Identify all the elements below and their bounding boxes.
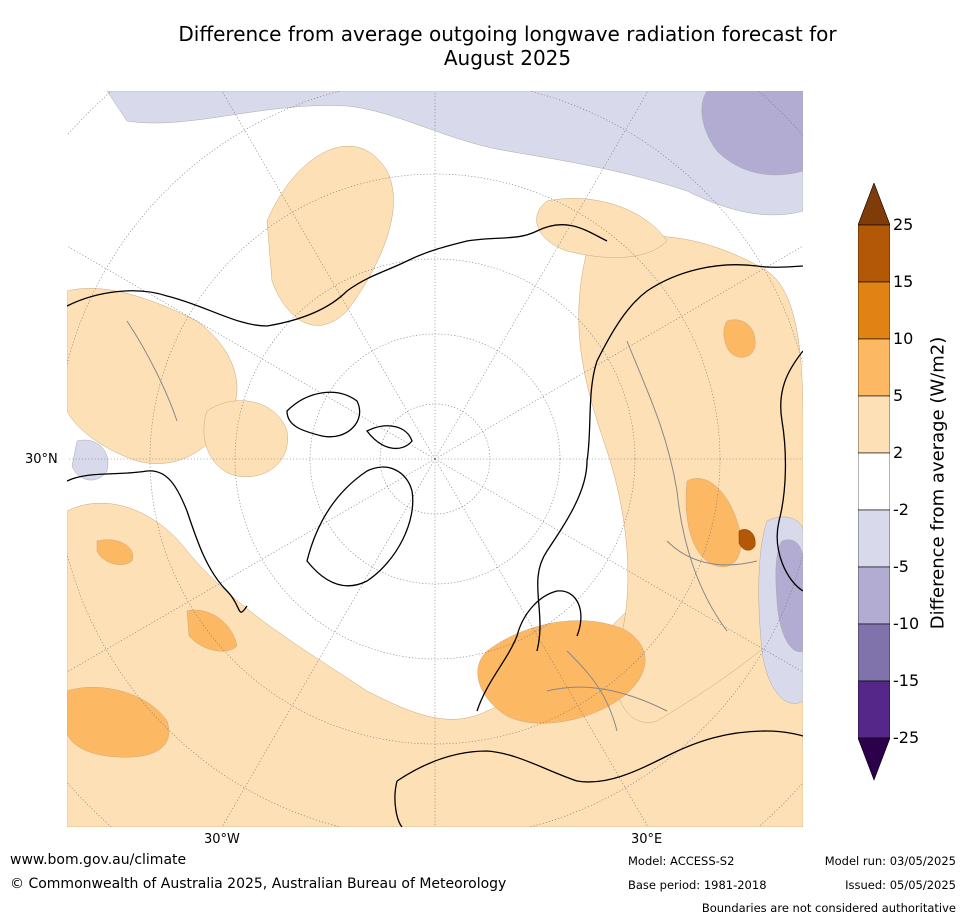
anomaly-region-orange-small-1 — [723, 319, 756, 358]
footer-disclaimer: Boundaries are not considered authoritat… — [701, 901, 956, 915]
anomaly-region-purple-right — [775, 539, 803, 652]
coast-greenland — [306, 466, 414, 587]
colorbar-tick-label: 2 — [893, 443, 904, 462]
footer-copyright: © Commonwealth of Australia 2025, Austra… — [10, 876, 507, 892]
map-svg — [67, 91, 803, 827]
lon-label-30w: 30°W — [204, 832, 240, 847]
colorbar-tick-label: 10 — [893, 329, 914, 348]
colorbar-tick-label: 15 — [893, 272, 914, 291]
colorbar-tick-label: -25 — [893, 728, 920, 747]
coast-north-america — [67, 260, 408, 613]
coast-scandinavia — [476, 590, 582, 712]
chart-title: Difference from average outgoing longwav… — [60, 22, 955, 70]
colorbar-band — [857, 509, 891, 568]
colorbar-title: Difference from average (W/m2) — [927, 336, 949, 630]
anomaly-region-lavender-left — [71, 439, 109, 481]
colorbar — [857, 182, 891, 781]
coast-europe-south — [396, 730, 803, 783]
coast-asia-east — [776, 350, 803, 592]
anomaly-fields — [67, 91, 803, 827]
anomaly-region-brown — [738, 529, 756, 551]
colorbar-band — [857, 680, 891, 739]
footer-model: Model: ACCESS-S2 — [628, 854, 735, 868]
anomaly-region-orange-atlantic — [67, 687, 170, 758]
colorbar-band — [857, 566, 891, 625]
colorbar-tick-label: -15 — [893, 671, 920, 690]
colorbar-tick-label: 5 — [893, 386, 904, 405]
footer-model-run: Model run: 03/05/2025 — [824, 854, 956, 868]
colorbar-band — [857, 281, 891, 340]
anomaly-region-orange-small-3 — [96, 539, 133, 565]
anomaly-region-lavender-top — [106, 91, 803, 216]
coast-arctic-islands — [286, 391, 413, 450]
anomaly-region-purple-top — [701, 91, 803, 176]
colorbar-band — [857, 224, 891, 283]
title-line-1: Difference from average outgoing longwav… — [178, 22, 837, 46]
colorbar-tick-label: -5 — [893, 557, 909, 576]
title-line-2: August 2025 — [443, 46, 572, 70]
anomaly-region-peach-greenland-east — [203, 400, 288, 478]
coast-eurasia — [536, 264, 803, 652]
anomaly-region-peach-pacific — [266, 145, 394, 326]
footer-url[interactable]: www.bom.gov.au/climate — [10, 852, 187, 868]
colorbar-band — [857, 623, 891, 682]
colorbar-band — [857, 452, 891, 511]
graticule — [67, 91, 803, 827]
colorbar-extend-min — [857, 737, 891, 781]
coast-iberia — [394, 780, 403, 827]
colorbar-tick-label: -2 — [893, 500, 909, 519]
colorbar-tick-label: 25 — [893, 215, 914, 234]
lat-label-30n: 30°N — [25, 452, 58, 467]
colorbar-band — [857, 395, 891, 454]
polar-map[interactable] — [67, 91, 803, 827]
boundaries — [126, 320, 758, 732]
colorbar-svg — [857, 182, 891, 781]
colorbar-tick-label: -10 — [893, 614, 920, 633]
anomaly-region-orange-europe — [477, 620, 646, 724]
colorbar-band — [857, 338, 891, 397]
anomaly-region-orange-asia — [685, 478, 742, 568]
footer-base-period: Base period: 1981-2018 — [628, 878, 767, 892]
coastlines — [67, 224, 803, 827]
colorbar-extend-max — [857, 182, 891, 226]
footer-issued: Issued: 05/05/2025 — [845, 878, 956, 892]
lon-label-30e: 30°E — [631, 832, 663, 847]
anomaly-region-orange-small-2 — [186, 609, 238, 652]
coast-alaska — [406, 224, 608, 262]
